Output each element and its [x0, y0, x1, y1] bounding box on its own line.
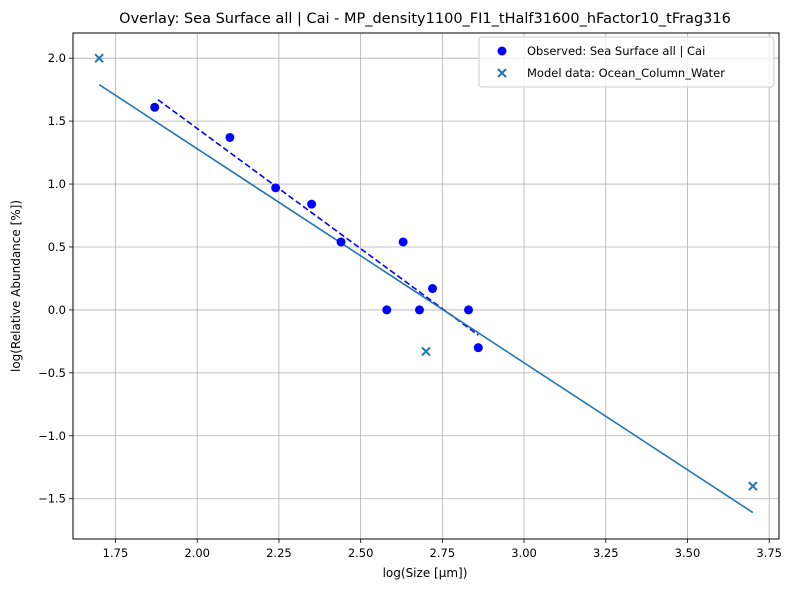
x-tick-label: 2.75	[430, 546, 456, 560]
chart-title: Overlay: Sea Surface all | Cai - MP_dens…	[119, 11, 731, 27]
y-tick-label: 0.0	[48, 303, 66, 317]
observed-point	[473, 343, 483, 353]
observed-point	[428, 284, 438, 294]
model-point-stroke	[421, 346, 431, 357]
x-axis-label: log(Size [μm])	[383, 566, 468, 580]
observed-point	[398, 237, 408, 247]
x-tick-label: 3.25	[593, 546, 619, 560]
observed-point	[336, 237, 346, 247]
model-point	[94, 53, 104, 63]
y-tick-label: 1.0	[48, 177, 66, 191]
legend-marker-observed	[497, 46, 507, 56]
fit-line-model	[98, 83, 754, 514]
x-tick-label: 3.00	[511, 546, 537, 560]
x-tick-label: 2.00	[184, 546, 210, 560]
observed-point	[225, 132, 235, 142]
grid	[73, 33, 779, 539]
model-point	[748, 481, 758, 491]
legend-label-observed: Observed: Sea Surface all | Cai	[527, 44, 705, 58]
y-tick-label: 0.5	[48, 240, 66, 254]
observed-point	[271, 183, 281, 193]
y-tick-label: 2.0	[48, 51, 66, 65]
model-point	[421, 346, 431, 357]
x-tick-label: 2.25	[266, 546, 292, 560]
y-tick-label: −1.0	[38, 429, 66, 443]
model-point-stroke	[94, 53, 104, 63]
series-layer	[94, 53, 758, 514]
legend-label-model: Model data: Ocean_Column_Water	[527, 66, 725, 80]
x-tick-label: 3.50	[675, 546, 701, 560]
x-tick-label: 2.50	[348, 546, 374, 560]
legend: Observed: Sea Surface all | Cai Model da…	[478, 36, 775, 88]
x-tick-label: 1.75	[103, 546, 129, 560]
observed-point	[382, 305, 392, 315]
observed-point	[463, 305, 473, 315]
legend-marker-model	[497, 68, 507, 78]
plot-frame	[72, 32, 780, 540]
fit-line-observed	[157, 99, 479, 336]
y-axis-label: log(Relative Abundance [%])	[9, 200, 23, 372]
ticks: 1.75 2.00 2.25 2.50 2.75 3.00 3.25 3.50 3.75 −1.5…	[38, 51, 782, 560]
legend-box	[478, 36, 775, 88]
observed-point	[150, 102, 160, 112]
y-tick-label: −1.5	[38, 492, 66, 506]
observed-point	[307, 199, 317, 209]
model-point-stroke	[748, 481, 758, 491]
x-tick-label: 3.75	[756, 546, 782, 560]
observed-point	[414, 305, 424, 315]
y-tick-label: 1.5	[48, 114, 66, 128]
y-tick-label: −0.5	[38, 366, 66, 380]
